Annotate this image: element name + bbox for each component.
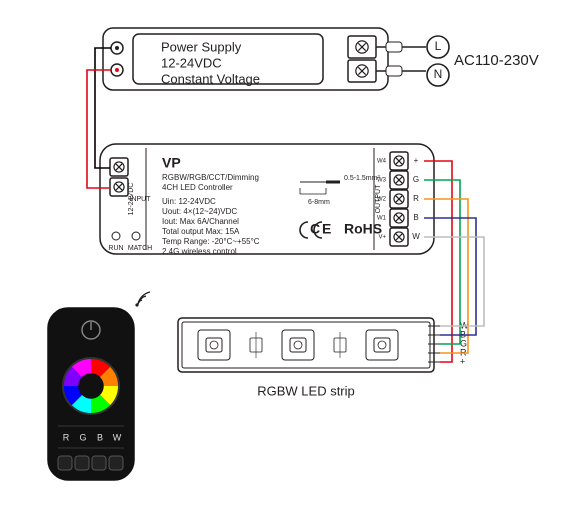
svg-text:Constant Voltage: Constant Voltage xyxy=(161,71,260,86)
svg-text:0.5-1.5mm²: 0.5-1.5mm² xyxy=(344,175,380,182)
svg-text:R: R xyxy=(413,194,419,203)
svg-text:Temp Range: -20°C~+55°C: Temp Range: -20°C~+55°C xyxy=(162,237,260,246)
svg-text:MATCH: MATCH xyxy=(128,245,152,252)
svg-text:G: G xyxy=(79,432,86,442)
svg-text:RGBW/RGB/CCT/Dimming: RGBW/RGB/CCT/Dimming xyxy=(162,173,259,182)
svg-text:W4: W4 xyxy=(377,159,387,165)
svg-text:Power Supply: Power Supply xyxy=(161,39,242,54)
svg-text:2.4G wireless control: 2.4G wireless control xyxy=(162,247,237,256)
svg-text:W2: W2 xyxy=(377,197,387,203)
svg-text:L: L xyxy=(435,39,442,53)
svg-text:Iout: Max 6A/Channel: Iout: Max 6A/Channel xyxy=(162,217,239,226)
svg-text:6-8mm: 6-8mm xyxy=(308,199,330,206)
svg-text:R: R xyxy=(63,432,70,442)
svg-text:12-24VDC: 12-24VDC xyxy=(161,55,222,70)
svg-text:Uout: 4×(12~24)VDC: Uout: 4×(12~24)VDC xyxy=(162,207,237,216)
svg-text:Uin: 12-24VDC: Uin: 12-24VDC xyxy=(162,197,216,206)
svg-text:RoHS: RoHS xyxy=(344,221,382,237)
svg-text:12-24VDC: 12-24VDC xyxy=(128,183,135,216)
svg-text:W: W xyxy=(113,432,122,442)
svg-text:+: + xyxy=(414,156,419,165)
svg-text:4CH LED Controller: 4CH LED Controller xyxy=(162,183,233,192)
svg-text:VP: VP xyxy=(162,155,181,171)
svg-text:RUN: RUN xyxy=(108,245,123,252)
svg-text:Total output Max: 15A: Total output Max: 15A xyxy=(162,227,240,236)
svg-text:AC110-230V: AC110-230V xyxy=(454,52,539,69)
svg-text:E: E xyxy=(322,221,331,237)
svg-text:G: G xyxy=(413,175,419,184)
svg-text:B: B xyxy=(413,213,418,222)
svg-text:W: W xyxy=(412,232,420,241)
svg-text:+: + xyxy=(460,356,465,366)
svg-text:B: B xyxy=(97,432,103,442)
svg-text:N: N xyxy=(434,67,443,81)
svg-text:RGBW LED strip: RGBW LED strip xyxy=(257,383,355,398)
